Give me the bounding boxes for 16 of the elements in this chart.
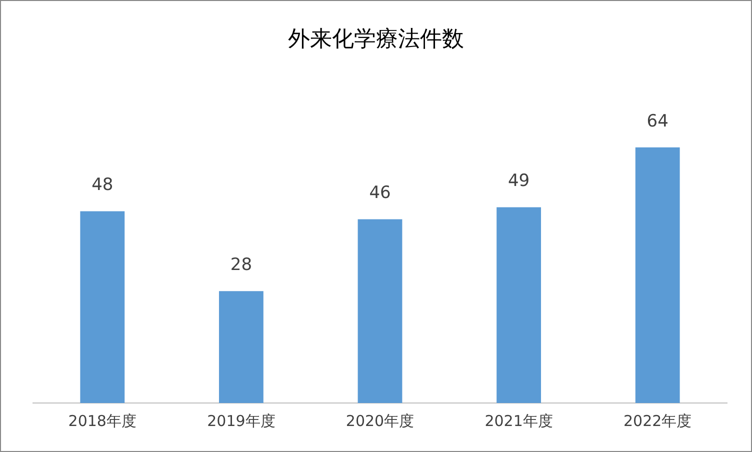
data-label: 48 [92,175,114,196]
x-tick-label: 2020年度 [346,412,414,430]
data-label: 49 [508,171,530,192]
bar [358,219,402,403]
bar [218,291,264,403]
data-label: 64 [646,111,668,132]
x-tick-label: 2021年度 [484,412,553,430]
chart-title: 外来化学療法件数 [288,26,464,52]
x-tick-label: 2019年度 [207,412,276,430]
x-tick-label: 2022年度 [624,412,692,430]
bar [635,147,680,403]
data-label: 46 [369,183,391,204]
bar [80,211,125,403]
bar [496,207,542,403]
x-tick-label: 2018年度 [68,412,136,430]
data-label: 28 [230,255,252,276]
